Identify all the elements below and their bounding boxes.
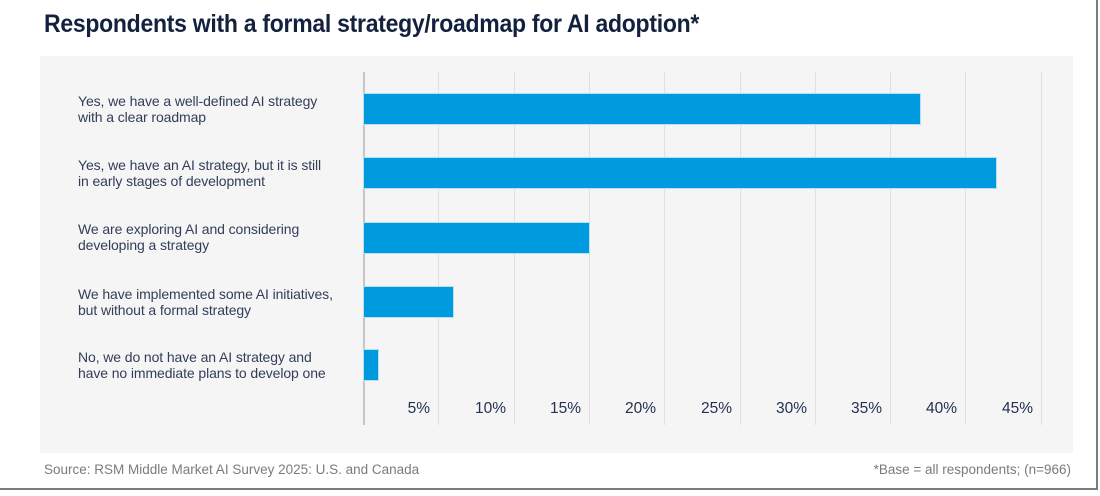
x-tick-label: 30% xyxy=(775,400,807,417)
gridline-35pct xyxy=(890,72,891,425)
category-label: No, we do not have an AI strategy and ha… xyxy=(78,349,368,381)
bar xyxy=(363,286,454,318)
category-label: Yes, we have a well-defined AI strategy … xyxy=(78,93,368,125)
category-label-line: in early stages of development xyxy=(78,172,265,189)
category-label: Yes, we have an AI strategy, but it is s… xyxy=(78,157,368,189)
bar xyxy=(363,349,379,381)
gridline-20pct xyxy=(664,72,665,425)
x-tick-label: 15% xyxy=(549,400,581,417)
category-label-line: but without a formal strategy xyxy=(78,301,251,318)
x-tick-label: 25% xyxy=(700,400,732,417)
category-label-line: We have implemented some AI initiatives, xyxy=(78,286,333,302)
gridline-40pct xyxy=(965,72,966,425)
x-tick-label: 35% xyxy=(850,400,882,417)
category-label-line: Yes, we have an AI strategy, but it is s… xyxy=(78,157,322,173)
x-tick-label: 45% xyxy=(1001,400,1033,417)
gridline-45pct xyxy=(1041,72,1042,425)
category-label-line: No, we do not have an AI strategy and xyxy=(78,349,312,365)
category-label-line: have no immediate plans to develop one xyxy=(78,364,326,381)
x-tick-label: 10% xyxy=(474,400,506,417)
bar xyxy=(363,93,921,125)
page-title: Respondents with a formal strategy/roadm… xyxy=(44,10,700,38)
bar xyxy=(363,157,997,189)
category-label-line: with a clear roadmap xyxy=(78,108,206,125)
base-note: *Base = all respondents; (n=966) xyxy=(873,462,1071,477)
category-label: We have implemented some AI initiatives,… xyxy=(78,286,368,318)
gridline-30pct xyxy=(815,72,816,425)
x-tick-label: 5% xyxy=(407,400,430,417)
gridline-25pct xyxy=(740,72,741,425)
bar xyxy=(363,222,590,254)
category-label-line: We are exploring AI and considering xyxy=(78,221,300,237)
x-tick-label: 40% xyxy=(925,400,957,417)
category-label-line: developing a strategy xyxy=(78,236,209,253)
category-label-line: Yes, we have a well-defined AI strategy xyxy=(78,93,318,109)
category-label: We are exploring AI and considering deve… xyxy=(78,221,368,253)
x-tick-label: 20% xyxy=(624,400,656,417)
plot-area: Yes, we have a well-defined AI strategy … xyxy=(40,56,1073,453)
source-note: Source: RSM Middle Market AI Survey 2025… xyxy=(44,462,420,477)
